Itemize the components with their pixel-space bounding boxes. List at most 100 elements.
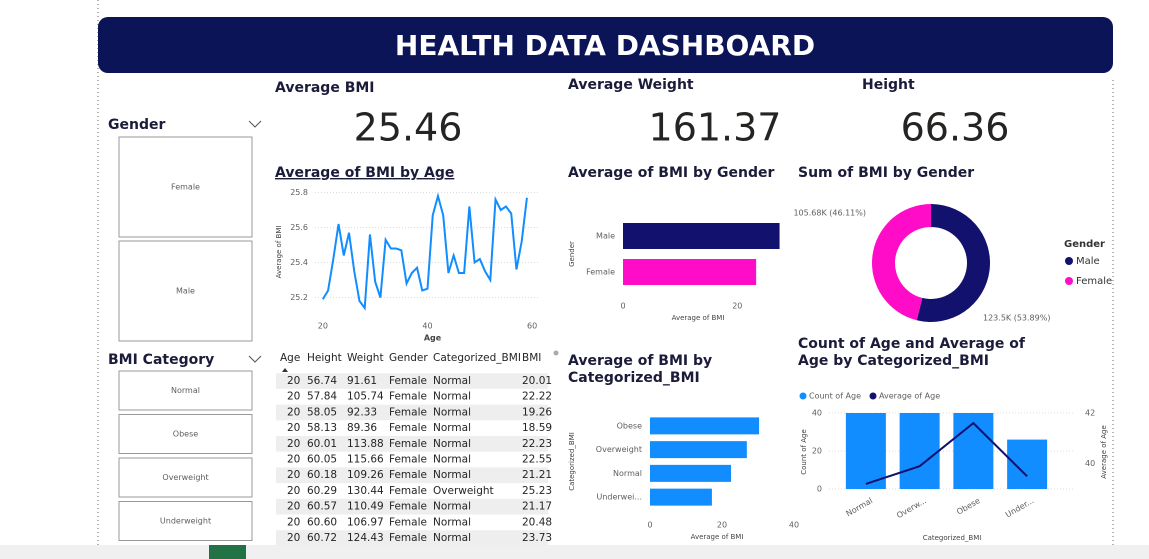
table-cell: Female xyxy=(389,454,427,466)
x-tick-label: Normal xyxy=(845,496,875,518)
legend-title: Gender xyxy=(1064,239,1105,250)
table-cell: 20 xyxy=(287,469,300,481)
slicer-item[interactable] xyxy=(118,501,253,541)
table-cell: 21.21 xyxy=(522,469,552,481)
table-header: Categorized_BMI xyxy=(433,352,521,364)
table-cell: 20 xyxy=(287,391,300,403)
y-tick-label: 25.2 xyxy=(290,293,308,302)
y-tick-label: Overweight xyxy=(596,445,642,454)
slicer-item-label: Obese xyxy=(173,430,198,439)
table-cell: 115.66 xyxy=(347,454,384,466)
table-cell: 60.29 xyxy=(307,485,337,497)
scroll-dot xyxy=(553,350,559,356)
table-cell: 20 xyxy=(287,501,300,513)
bar xyxy=(899,413,940,489)
bar xyxy=(845,413,886,489)
y2-tick-label: 40 xyxy=(1085,459,1095,468)
legend-marker xyxy=(799,392,807,400)
y-tick-label: Male xyxy=(596,232,615,241)
y-axis-label: Categorized_BMI xyxy=(568,432,576,491)
header-bar xyxy=(98,17,1113,73)
y-tick-label: 20 xyxy=(812,447,822,456)
table-row-bg xyxy=(276,436,548,452)
y-tick-label: Normal xyxy=(613,469,642,478)
slicer-item[interactable] xyxy=(118,240,253,342)
table-cell: 60.72 xyxy=(307,532,337,544)
table-cell: 113.88 xyxy=(347,438,384,450)
legend-label: Female xyxy=(1076,276,1112,287)
bar xyxy=(650,417,760,435)
card-value: 25.46 xyxy=(354,106,463,150)
legend-marker xyxy=(1065,257,1073,265)
table-cell: Normal xyxy=(433,516,471,528)
chart-title-box: Count of Age and Average of Age by Categ… xyxy=(798,336,1025,369)
card-title: Average BMI xyxy=(275,80,375,96)
legend-marker xyxy=(869,392,877,400)
table-cell: 130.44 xyxy=(347,485,384,497)
table-cell: 20 xyxy=(287,532,300,544)
table-cell: 20 xyxy=(287,454,300,466)
x-axis-label: Age xyxy=(424,334,442,343)
legend-label: Male xyxy=(1076,256,1100,267)
x-tick-label: 40 xyxy=(789,521,799,530)
chart-title: Average of BMI by Age xyxy=(275,165,454,181)
donut-slice xyxy=(871,204,931,321)
slicer-item[interactable] xyxy=(118,136,253,238)
slicer-item[interactable] xyxy=(118,370,253,411)
sort-indicator[interactable] xyxy=(282,368,288,372)
table-cell: Normal xyxy=(433,375,471,387)
x-tick-label: 0 xyxy=(647,521,652,530)
slicer-chevron[interactable] xyxy=(248,120,262,128)
table-cell: 20 xyxy=(287,485,300,497)
y-tick-label: Female xyxy=(586,268,615,277)
table-header: Weight xyxy=(347,352,384,364)
x-tick-label: 20 xyxy=(318,322,328,331)
slicer-item-label: Underweight xyxy=(160,517,211,526)
table-cell: 91.61 xyxy=(347,375,377,387)
bar xyxy=(1007,439,1048,489)
card-value: 161.37 xyxy=(649,106,782,150)
slicer-chevron[interactable] xyxy=(248,355,262,363)
table-cell: Normal xyxy=(433,391,471,403)
y-tick-label: 0 xyxy=(817,485,822,494)
table-cell: Female xyxy=(389,422,427,434)
y2-tick-label: 42 xyxy=(1085,409,1095,418)
table-cell: 21.17 xyxy=(522,501,552,513)
slicer-item-label: Normal xyxy=(171,386,200,395)
chart-title: Average of BMI by Categorized_BMI xyxy=(568,353,713,386)
table-cell: Female xyxy=(389,391,427,403)
dashboard-title: HEALTH DATA DASHBOARD xyxy=(395,29,815,62)
slicer-item[interactable] xyxy=(118,457,253,498)
slicer-title: Gender xyxy=(108,117,165,133)
table-cell: 22.22 xyxy=(522,391,552,403)
table-cell: 18.59 xyxy=(522,422,552,434)
bar xyxy=(650,441,747,459)
table-cell: 60.60 xyxy=(307,516,337,528)
table-cell: 124.43 xyxy=(347,532,384,544)
table-cell: 22.23 xyxy=(522,438,552,450)
card-value: 66.36 xyxy=(901,106,1010,150)
table-row-bg xyxy=(276,373,548,389)
x-tick-label: 40 xyxy=(422,322,432,331)
x-axis-label: Average of BMI xyxy=(691,533,744,541)
taskbar xyxy=(0,545,1149,559)
table-cell: 56.74 xyxy=(307,375,337,387)
table-cell: 22.55 xyxy=(522,454,552,466)
table-cell: Overweight xyxy=(433,485,494,497)
table-cell: Female xyxy=(389,406,427,418)
data-label: 123.5K (53.89%) xyxy=(983,314,1050,323)
table-cell: 20 xyxy=(287,516,300,528)
slicer-item-label: Female xyxy=(171,183,200,192)
table-cell: Normal xyxy=(433,532,471,544)
table-header: Gender xyxy=(389,352,428,364)
table-row-bg xyxy=(276,498,548,515)
app-tab[interactable] xyxy=(209,545,246,559)
table-cell: Female xyxy=(389,516,427,528)
donut-slice xyxy=(916,204,990,322)
chart-title: Count of Age and Average of Age by Categ… xyxy=(798,336,1025,369)
table-cell: 58.13 xyxy=(307,422,337,434)
table-header: Age xyxy=(280,352,300,364)
y-tick-label: Obese xyxy=(617,421,642,430)
slicer-item[interactable] xyxy=(118,414,253,454)
bar xyxy=(650,464,731,482)
